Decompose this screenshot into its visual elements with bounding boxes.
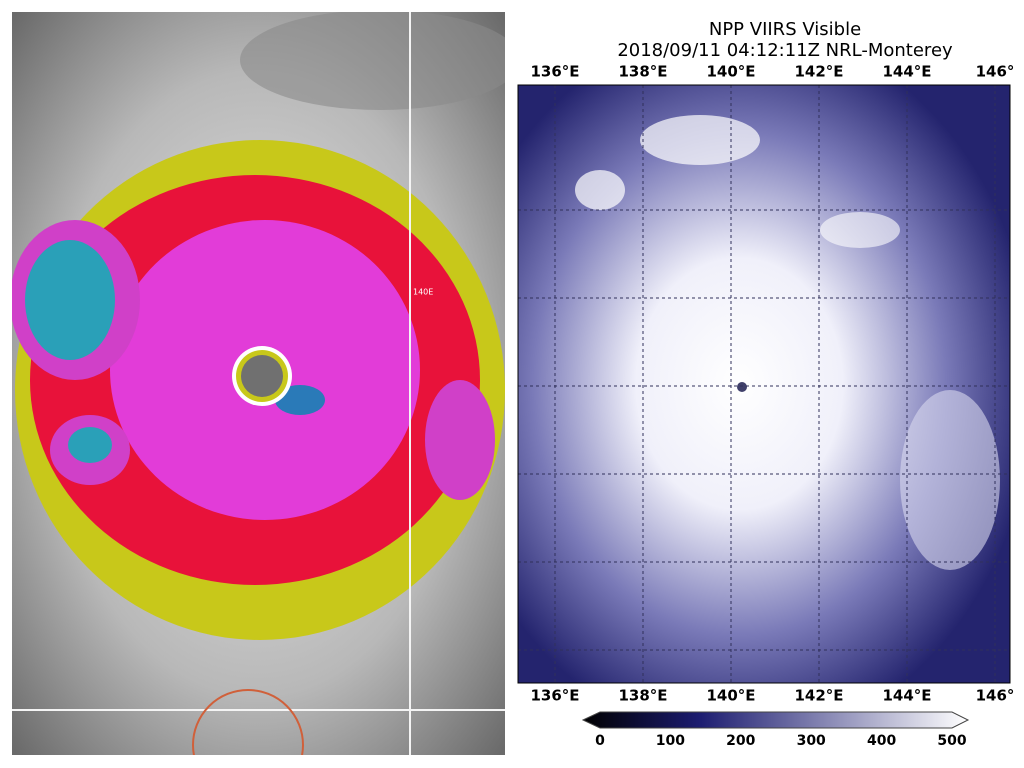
colorbar-tick: 400 bbox=[867, 733, 896, 749]
colorbar-tick: 200 bbox=[726, 733, 755, 749]
colorbar-tick: 0 bbox=[595, 733, 605, 749]
colorbar-tick: 100 bbox=[656, 733, 685, 749]
title: NPP VIIRS Visible bbox=[709, 19, 861, 40]
lon-label: 138°E bbox=[618, 687, 667, 705]
lon-label: 146° bbox=[976, 687, 1015, 705]
left-image: 140E bbox=[12, 12, 505, 755]
lon-label: 144°E bbox=[882, 63, 931, 81]
lon-label: 142°E bbox=[794, 63, 843, 81]
lon-label: 142°E bbox=[794, 687, 843, 705]
lon-label: 144°E bbox=[882, 687, 931, 705]
lon-label: 140°E bbox=[706, 687, 755, 705]
colorbar bbox=[581, 711, 970, 729]
colorbar-tick: 300 bbox=[797, 733, 826, 749]
lon-label: 138°E bbox=[618, 63, 667, 81]
subtitle: 2018/09/11 04:12:11Z NRL-Monterey bbox=[617, 40, 953, 61]
right-image bbox=[518, 85, 1010, 683]
colorbar-tick: 500 bbox=[937, 733, 966, 749]
lon-label: 136°E bbox=[530, 687, 579, 705]
lon-label: 140°E bbox=[706, 63, 755, 81]
image-frame bbox=[517, 84, 1011, 684]
lon-label: 146° bbox=[976, 63, 1015, 81]
lon-label: 136°E bbox=[530, 63, 579, 81]
grid-label: 140E bbox=[413, 288, 433, 297]
